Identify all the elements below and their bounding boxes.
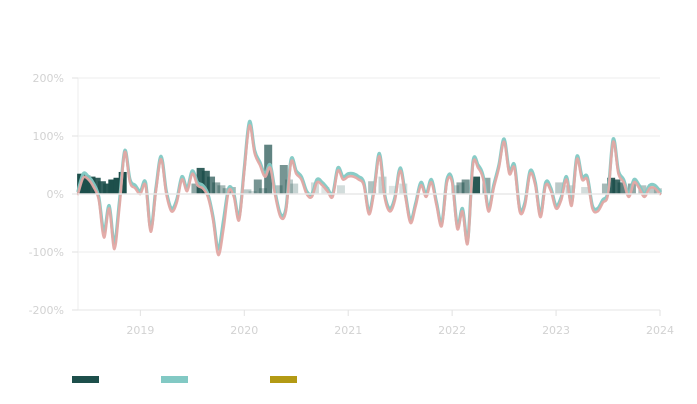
- legend-swatch-1: [72, 375, 99, 383]
- bar-37: [482, 177, 491, 194]
- bar-29: [368, 181, 377, 194]
- bar-7: [113, 177, 122, 194]
- bar-31: [388, 185, 397, 194]
- legend-item-3[interactable]: [270, 375, 303, 383]
- y-tick-label-3: -100%: [29, 246, 64, 259]
- y-tick-label-0: 200%: [33, 72, 64, 85]
- bar-5: [103, 183, 112, 194]
- bar-3: [92, 177, 101, 194]
- x-tick-label-2: 2021: [334, 324, 362, 337]
- bar-14: [217, 185, 226, 194]
- x-tick-label-5: 2024: [646, 324, 674, 337]
- x-tick-label-1: 2020: [230, 324, 258, 337]
- bar-35: [461, 179, 470, 194]
- y-tick-label-2: 0%: [47, 188, 64, 201]
- bar-28: [336, 185, 345, 194]
- bar-11: [201, 170, 210, 194]
- bar-13: [212, 182, 221, 194]
- bar-23: [279, 165, 288, 194]
- y-axis: 200% 100% 0% -100% -200%: [29, 72, 78, 317]
- bar-4: [97, 181, 106, 194]
- legend-item-1[interactable]: [72, 375, 105, 383]
- bar-25: [290, 183, 299, 194]
- legend-item-2[interactable]: [161, 375, 194, 383]
- bar-10: [196, 167, 205, 194]
- bar-34: [456, 182, 465, 194]
- bar-36: [472, 176, 481, 194]
- legend-swatch-2: [161, 375, 188, 383]
- x-tick-label-4: 2023: [542, 324, 570, 337]
- legend: [72, 375, 472, 385]
- bar-42: [607, 177, 616, 194]
- x-tick-label-3: 2022: [438, 324, 466, 337]
- x-tick-label-0: 2019: [126, 324, 154, 337]
- bar-22: [274, 185, 283, 194]
- y-tick-label-4: -200%: [29, 304, 64, 317]
- bar-19: [253, 179, 262, 194]
- bar-9: [191, 183, 200, 194]
- bar-40: [581, 187, 590, 194]
- bar-38: [555, 182, 564, 194]
- bar-47: [648, 187, 657, 194]
- bar-1: [82, 175, 91, 194]
- bar-12: [207, 176, 216, 194]
- bar-20: [258, 188, 267, 194]
- bar-43: [612, 179, 621, 194]
- bar-17: [243, 189, 252, 194]
- legend-swatch-3: [270, 375, 297, 383]
- bar-6: [108, 179, 117, 194]
- y-tick-label-1: 100%: [33, 130, 64, 143]
- bar-44: [617, 182, 626, 194]
- x-axis: 2019 2020 2021 2022 2023 2024: [126, 310, 674, 337]
- bar-41: [601, 183, 610, 194]
- bar-18: [248, 191, 257, 194]
- bar-33: [451, 185, 460, 194]
